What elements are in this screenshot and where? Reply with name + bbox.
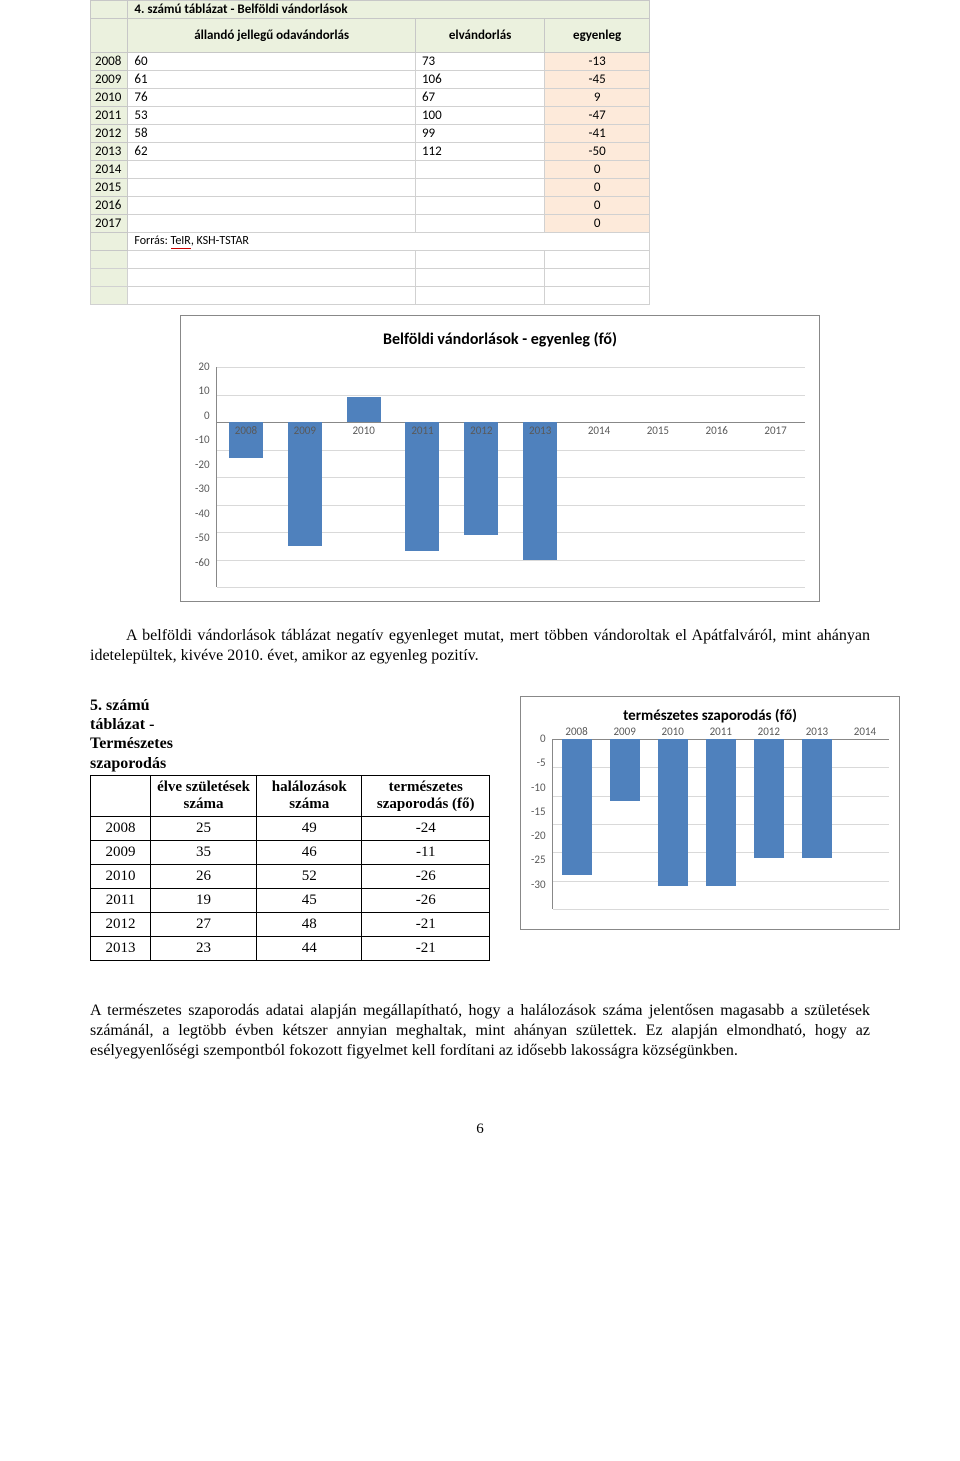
table-row: 2011 53 100 -47 bbox=[91, 107, 650, 125]
table-4-migration: 4. számú táblázat - Belföldi vándorlások… bbox=[90, 0, 650, 305]
chart-x-label: 2015 bbox=[638, 424, 678, 437]
chart2-title: természetes szaporodás (fő) bbox=[531, 707, 889, 725]
chart-x-label: 2014 bbox=[579, 424, 619, 437]
table-row: 20082549-24 bbox=[91, 816, 490, 840]
table4-col3: egyenleg bbox=[545, 19, 650, 53]
table-row: 2015 0 bbox=[91, 179, 650, 197]
chart1-title: Belföldi vándorlások - egyenleg (fő) bbox=[195, 330, 805, 349]
table4-col2: elvándorlás bbox=[415, 19, 544, 53]
chart-x-label: 2010 bbox=[344, 424, 384, 437]
chart-bar bbox=[802, 739, 832, 858]
chart-x-label: 2008 bbox=[560, 725, 594, 738]
chart-bar bbox=[706, 739, 736, 886]
table-row: 2013 62 112 -50 bbox=[91, 143, 650, 161]
chart-x-label: 2014 bbox=[848, 725, 882, 738]
table5-caption: 5. számú táblázat - Természetes szaporod… bbox=[90, 696, 490, 773]
t5-col3: természetes szaporodás (fő) bbox=[362, 775, 490, 816]
t5-col1: élve születések száma bbox=[151, 775, 257, 816]
chart-bar bbox=[610, 739, 640, 801]
table-row: 2008 60 73 -13 bbox=[91, 53, 650, 71]
t5-col2: halálozások száma bbox=[257, 775, 362, 816]
chart-x-label: 2012 bbox=[461, 424, 501, 437]
chart-x-label: 2011 bbox=[704, 725, 738, 738]
table-row: 2012 58 99 -41 bbox=[91, 125, 650, 143]
page-number: 6 bbox=[60, 1121, 900, 1138]
chart-natural-increase: természetes szaporodás (fő) 0-5-10-15-20… bbox=[520, 696, 900, 930]
chart-bar bbox=[464, 422, 498, 535]
table-row: 20122748-21 bbox=[91, 912, 490, 936]
chart-bar bbox=[658, 739, 688, 886]
paragraph-natural-increase: A természetes szaporodás adatai alapján … bbox=[90, 1001, 870, 1061]
chart-migration-balance: Belföldi vándorlások - egyenleg (fő) 201… bbox=[180, 315, 820, 602]
chart-bar bbox=[562, 739, 592, 875]
table4-source: Forrás: TeIR, KSH-TSTAR bbox=[128, 233, 650, 251]
chart-bar bbox=[288, 422, 322, 546]
chart-x-label: 2008 bbox=[226, 424, 266, 437]
chart-x-label: 2016 bbox=[697, 424, 737, 437]
chart-x-label: 2017 bbox=[756, 424, 796, 437]
chart-x-label: 2011 bbox=[402, 424, 442, 437]
table-row: 20093546-11 bbox=[91, 840, 490, 864]
chart-x-label: 2012 bbox=[752, 725, 786, 738]
chart-bar bbox=[754, 739, 784, 858]
paragraph-migration: A belföldi vándorlások táblázat negatív … bbox=[90, 626, 870, 666]
table-row: 20132344-21 bbox=[91, 936, 490, 960]
table-5-natural-increase: élve születések száma halálozások száma … bbox=[90, 775, 490, 961]
table4-title: 4. számú táblázat - Belföldi vándorlások bbox=[128, 1, 650, 19]
chart-x-label: 2009 bbox=[608, 725, 642, 738]
table-row: 2017 0 bbox=[91, 215, 650, 233]
table-row: 20111945-26 bbox=[91, 888, 490, 912]
chart-x-label: 2010 bbox=[656, 725, 690, 738]
chart-bar bbox=[347, 397, 381, 422]
table-row: 20102652-26 bbox=[91, 864, 490, 888]
table-row: 2014 0 bbox=[91, 161, 650, 179]
chart-x-label: 2013 bbox=[520, 424, 560, 437]
table-row: 2009 61 106 -45 bbox=[91, 71, 650, 89]
table4-col1: állandó jellegű odavándorlás bbox=[128, 19, 416, 53]
table-row: 2016 0 bbox=[91, 197, 650, 215]
chart-x-label: 2013 bbox=[800, 725, 834, 738]
chart-x-label: 2009 bbox=[285, 424, 325, 437]
chart-bar bbox=[523, 422, 557, 560]
table-row: 2010 76 67 9 bbox=[91, 89, 650, 107]
chart-bar bbox=[405, 422, 439, 551]
